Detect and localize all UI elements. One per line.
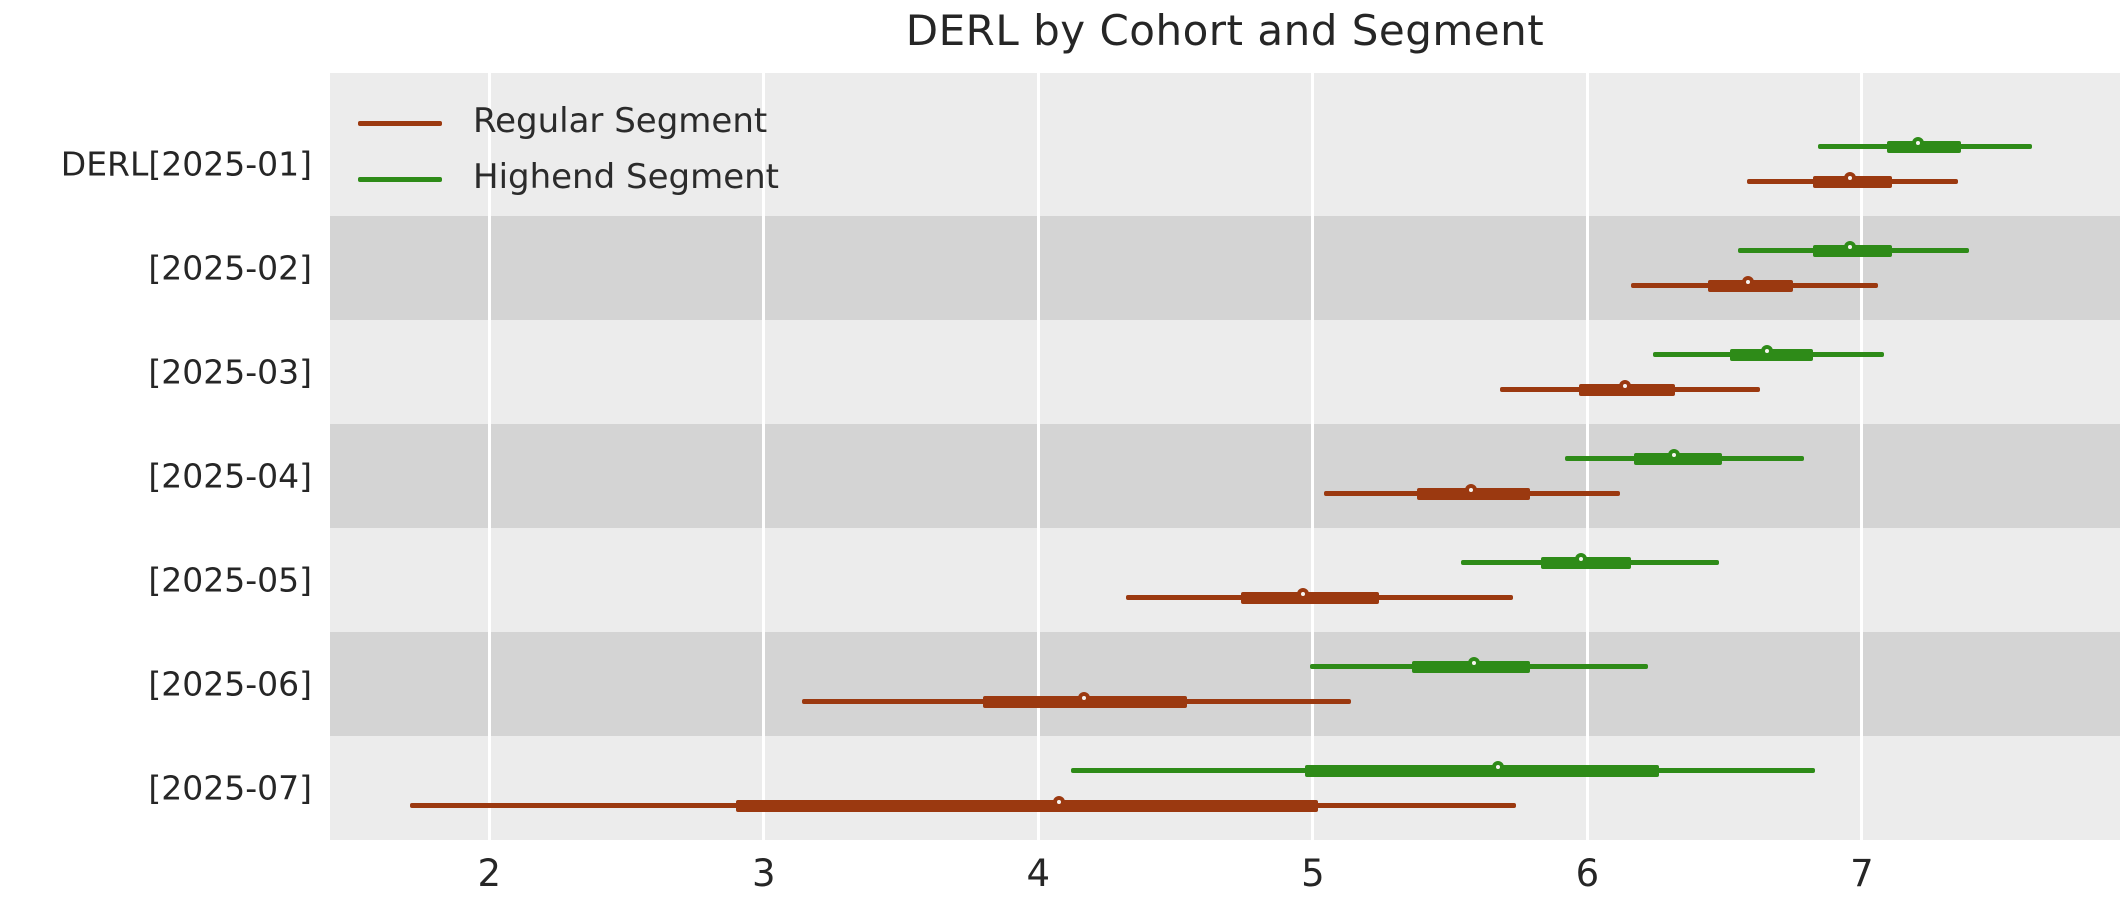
y-tick-label: DERL[2025-01] [60, 144, 312, 184]
y-tick-label: [2025-03] [148, 352, 312, 392]
highend-inner-interval [1886, 140, 1961, 153]
x-tick-label: 6 [1575, 852, 1600, 895]
regular-point-marker [1077, 691, 1090, 704]
plot-area [330, 73, 2120, 840]
highend-point-marker [1492, 760, 1505, 773]
legend-label: Regular Segment [473, 101, 768, 141]
alt-row-band [330, 424, 2120, 528]
highend-point-marker [1843, 240, 1856, 253]
highend-point-marker [1574, 552, 1587, 565]
gridline [762, 73, 766, 840]
regular-point-marker [1053, 795, 1066, 808]
y-tick-label: [2025-07] [148, 768, 312, 808]
chart-title: DERL by Cohort and Segment [905, 6, 1545, 55]
regular-point-marker [1618, 379, 1631, 392]
x-tick-label: 4 [1026, 852, 1051, 895]
highend-point-marker [1761, 344, 1774, 357]
y-tick-label: [2025-04] [148, 456, 312, 496]
alt-row-band [330, 632, 2120, 736]
gridline [1036, 73, 1040, 840]
x-tick-label: 3 [751, 852, 776, 895]
x-tick-label: 2 [477, 852, 501, 895]
highend-point-marker [1912, 136, 1925, 149]
highend-point-marker [1667, 448, 1680, 461]
highend-inner-interval [1304, 764, 1659, 777]
alt-row-band [330, 216, 2120, 320]
x-tick-label: 7 [1850, 852, 1874, 895]
legend-line-swatch [358, 121, 442, 126]
y-tick-label: [2025-06] [148, 664, 312, 704]
regular-point-marker [1297, 587, 1310, 600]
legend-label: Highend Segment [473, 157, 779, 197]
gridline [1860, 73, 1864, 840]
gridline [487, 73, 491, 840]
regular-point-marker [1464, 483, 1477, 496]
highend-point-marker [1467, 656, 1480, 669]
highend-inner-interval [1540, 556, 1632, 569]
y-tick-label: [2025-05] [148, 560, 312, 600]
regular-inner-interval [1241, 591, 1379, 604]
y-tick-label: [2025-02] [148, 248, 312, 288]
regular-point-marker [1843, 171, 1856, 184]
regular-inner-interval [736, 799, 1319, 812]
regular-point-marker [1742, 275, 1755, 288]
gridline [1311, 73, 1315, 840]
x-tick-label: 5 [1301, 852, 1325, 895]
legend-line-swatch [358, 177, 442, 182]
